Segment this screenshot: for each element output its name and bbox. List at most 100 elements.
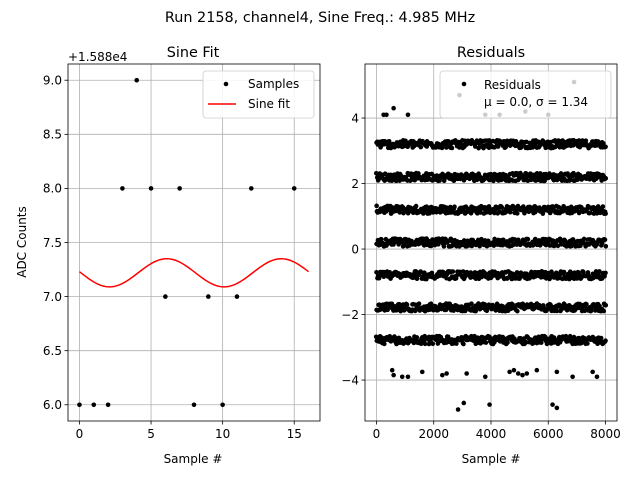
sine-fit-ticks: 0 5 10 15 6.0 6.5 7.0 7.5 8.0 8.5 9.0 [43,74,302,441]
residual-point [495,144,501,149]
sine-fit-legend-box [202,70,315,119]
residual-outlier-point [524,371,530,376]
residual-point [483,340,489,345]
residual-point [374,203,379,209]
residual-outlier-point [464,371,469,376]
residual-point [460,269,466,274]
sample-point [148,186,154,191]
x-tick-label: 0 [76,427,84,441]
residuals-plot: Residuals 0 2000 4000 6000 8000 −4 −2 0 2 4 Sampl… [341,45,621,466]
residual-point [413,203,419,209]
y-tick-label: −2 [341,308,359,322]
sine-fit-plot: Sine Fit +1.588e4 0 5 10 15 6.0 6.5 7.0 7.5 8.0 8… [15,45,321,466]
residual-point [602,237,608,243]
sample-point [163,294,168,299]
residuals-ticks: 0 2000 4000 6000 8000 −4 −2 0 2 4 [341,111,621,441]
residual-point [404,302,410,307]
residual-point [461,341,466,347]
residual-point [538,340,544,345]
residual-outlier-point [507,369,512,375]
residual-point [462,308,468,314]
residual-point [603,243,609,249]
residual-point [530,341,536,346]
residual-point [450,243,456,248]
residual-outlier-point [461,400,467,406]
y-tick-label: 8.5 [43,128,62,142]
y-tick-label: 2 [351,177,359,191]
residual-outlier-point [515,371,521,376]
residual-point [583,138,589,144]
residual-outlier-point [391,372,396,378]
y-tick-label: −4 [341,373,359,387]
residual-point [603,211,608,216]
residual-point [413,269,419,274]
residual-point [543,145,549,151]
residuals-title: Residuals [457,45,525,61]
sine-fit-legend: Samples Sine fit [202,70,315,119]
residual-outlier-point [389,367,395,373]
residual-point [563,333,569,339]
residual-outlier-point [511,367,517,373]
residual-point [422,341,428,347]
sample-point [248,186,254,191]
sine-fit-series [77,77,310,408]
y-tick-label: 7.5 [43,236,62,250]
residual-point [521,204,526,209]
residual-point [603,270,608,276]
sample-point [91,402,97,408]
residual-point [503,144,509,150]
residual-point [374,270,379,275]
residual-point [478,210,483,215]
sine-fit-line [78,257,310,288]
residual-outlier-point [482,374,488,380]
residual-outlier-point [554,405,560,411]
residual-point [507,209,513,215]
sample-point [177,186,182,191]
residual-point [444,145,449,150]
residual-point [381,274,387,280]
residual-point [477,243,483,249]
residual-point [484,308,490,314]
residual-point [449,145,455,151]
residuals-legend-box [439,70,612,119]
residual-point [373,171,379,176]
x-tick-label: 4000 [476,427,507,441]
residual-point [430,341,436,347]
residual-point [585,341,590,346]
y-tick-label: 6.0 [43,398,62,412]
sample-point [291,186,297,191]
residual-point [441,178,447,184]
y-tick-label: 4 [351,111,359,125]
residual-point [603,338,608,344]
residual-point [598,335,604,341]
residual-point [561,269,567,275]
residual-outlier-point [554,369,560,375]
residual-point [581,269,586,275]
sine-fit-title: Sine Fit [167,45,220,61]
residual-point [469,301,474,306]
residual-point [600,204,606,209]
residual-point [567,177,573,183]
x-tick-label: 8000 [590,427,621,441]
x-tick-label: 6000 [533,427,564,441]
y-tick-label: 0 [351,242,359,256]
residual-point [597,269,602,274]
residual-point [601,141,606,146]
residual-point [414,335,420,340]
residual-point [584,301,589,307]
residual-point [429,270,435,276]
residual-point [500,237,506,243]
y-tick-label: 8.0 [43,182,62,196]
residual-outlier-point [520,372,525,378]
x-tick-label: 0 [373,427,381,441]
legend-sine-fit-label: Sine fit [248,97,290,111]
legend-samples-marker [223,81,229,87]
residual-point [533,236,538,242]
sine-fit-xlabel: Sample # [164,452,223,466]
residual-point [514,270,520,276]
y-tick-label: 9.0 [43,74,62,88]
residual-point [603,302,609,308]
sample-point [77,402,82,408]
residual-point [595,204,601,209]
